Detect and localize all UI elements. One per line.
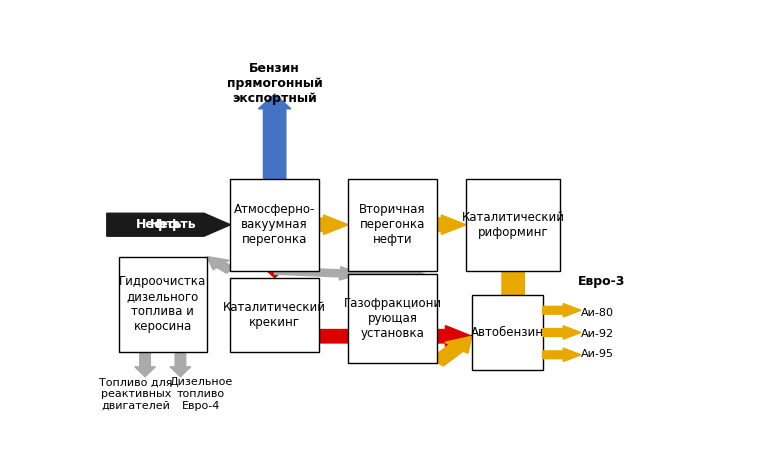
FancyBboxPatch shape [230,179,319,271]
Polygon shape [436,215,466,235]
Text: Автобензин: Автобензин [470,326,544,339]
Polygon shape [258,263,291,278]
FancyBboxPatch shape [348,179,436,271]
Text: Топливо для
реактивных
двигателей: Топливо для реактивных двигателей [100,377,173,411]
Polygon shape [258,94,291,179]
FancyBboxPatch shape [230,278,319,352]
Text: Газофракциони
рующая
установка: Газофракциони рующая установка [344,297,442,340]
Polygon shape [170,352,191,377]
Polygon shape [274,267,360,280]
FancyBboxPatch shape [119,257,207,352]
Text: Каталитический
крекинг: Каталитический крекинг [223,301,326,329]
Text: Гидроочистка
дизельного
топлива и
керосина: Гидроочистка дизельного топлива и кероси… [119,275,207,333]
Polygon shape [106,213,230,236]
Text: Каталитический
риформинг: Каталитический риформинг [461,211,565,239]
Text: Атмосферно-
вакуумная
перегонка: Атмосферно- вакуумная перегонка [234,203,315,246]
Text: Нефть: Нефть [135,218,182,231]
Text: Аи-92: Аи-92 [581,329,614,339]
Polygon shape [264,325,472,352]
FancyBboxPatch shape [348,274,436,363]
Text: Евро-3: Евро-3 [578,275,625,288]
Text: Аи-80: Аи-80 [581,308,614,318]
Polygon shape [382,263,404,274]
Polygon shape [319,215,348,235]
Polygon shape [207,257,235,273]
Text: Бензин
прямогонный
экспортный: Бензин прямогонный экспортный [226,62,322,105]
Text: Нефть: Нефть [150,218,196,231]
Text: Дизельное
топливо
Евро-4: Дизельное топливо Евро-4 [169,377,233,411]
Polygon shape [543,326,581,339]
Polygon shape [497,271,530,316]
FancyBboxPatch shape [472,296,543,369]
FancyBboxPatch shape [466,179,560,271]
Polygon shape [543,348,581,362]
Polygon shape [429,336,472,366]
Polygon shape [135,352,155,377]
Polygon shape [348,267,425,280]
Polygon shape [543,303,581,317]
Text: Аи-95: Аи-95 [581,349,614,359]
Text: Вторичная
перегонка
нефти: Вторичная перегонка нефти [359,203,426,246]
